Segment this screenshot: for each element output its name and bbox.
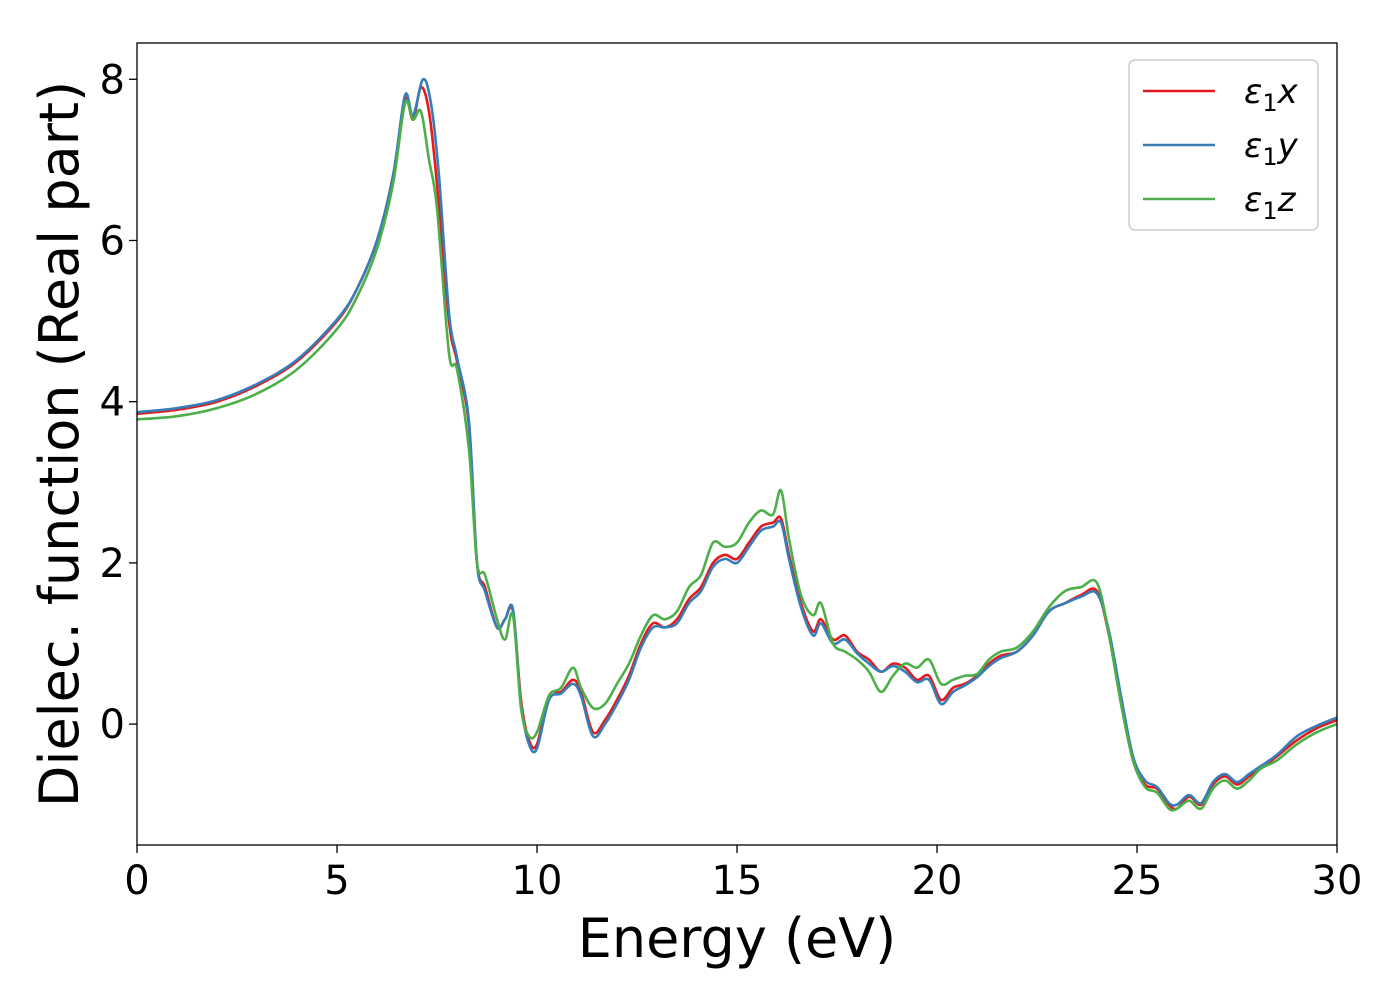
y-tick-label: 2 (100, 541, 125, 587)
legend-box (1128, 59, 1319, 231)
legend-label-0: ε1x (1244, 72, 1299, 117)
legend-axis: z (1277, 180, 1297, 220)
x-tick-label: 20 (912, 858, 963, 904)
legend-label-1: ε1y (1244, 126, 1299, 171)
y-tick-label: 4 (100, 380, 125, 426)
legend-subscript: 1 (1262, 143, 1277, 171)
legend-subscript: 1 (1262, 197, 1277, 225)
x-tick-label: 0 (124, 858, 149, 904)
legend-symbol: ε (1244, 126, 1262, 166)
x-axis: 0 5 10 15 20 25 30 (124, 845, 1362, 904)
x-tick-label: 30 (1312, 858, 1363, 904)
series-layer (137, 77, 1337, 812)
series-line-2 (137, 99, 1337, 812)
x-tick-label: 25 (1112, 858, 1163, 904)
legend-axis: x (1277, 72, 1299, 112)
legend-symbol: ε (1244, 180, 1262, 220)
legend-axis: y (1277, 126, 1299, 166)
x-tick-label: 10 (512, 858, 563, 904)
x-tick-label: 15 (712, 858, 763, 904)
x-axis-label: Energy (eV) (578, 907, 897, 970)
y-axis-label: Dielec. function (Real part) (28, 81, 91, 807)
y-tick-label: 0 (100, 702, 125, 748)
y-axis: 0 2 4 6 8 (100, 57, 137, 748)
legend-symbol: ε (1244, 72, 1262, 112)
legend-subscript: 1 (1262, 89, 1277, 117)
y-tick-label: 6 (100, 218, 125, 264)
y-tick-label: 8 (100, 57, 125, 103)
x-tick-label: 5 (324, 858, 349, 904)
legend-label-2: ε1z (1244, 180, 1297, 225)
